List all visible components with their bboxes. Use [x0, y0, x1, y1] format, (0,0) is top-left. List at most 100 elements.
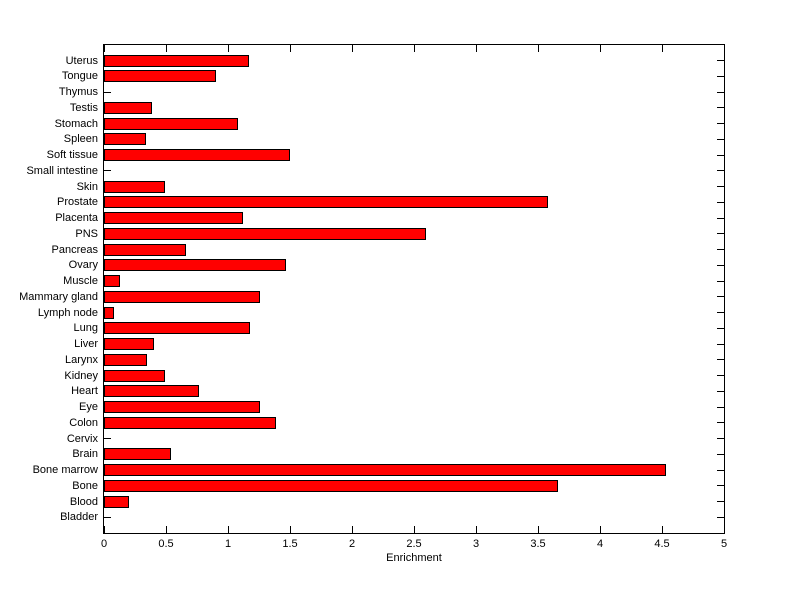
y-tick-left-thymus	[104, 91, 111, 93]
x-tick-bottom-2.5	[413, 526, 415, 533]
x-tick-bottom-4	[599, 526, 601, 533]
category-label-bladder: Bladder	[60, 511, 98, 524]
x-tick-top-5	[723, 45, 725, 52]
category-label-heart: Heart	[71, 385, 98, 398]
y-tick-right-placenta	[717, 217, 724, 219]
category-label-thymus: Thymus	[58, 86, 98, 99]
x-tick-label: 0	[100, 538, 108, 550]
x-tick-top-3	[475, 45, 477, 52]
y-tick-right-small-intestine	[717, 170, 724, 172]
x-tick-label: 1	[224, 538, 232, 550]
x-tick-label: 4.5	[654, 538, 670, 550]
bar-stomach	[104, 117, 238, 130]
y-tick-left-bladder	[104, 516, 111, 518]
bar-colon	[104, 416, 277, 429]
x-tick-top-4	[599, 45, 601, 52]
x-tick-label: 1.5	[282, 538, 298, 550]
category-label-ovary: Ovary	[68, 259, 98, 272]
x-tick-bottom-1	[227, 526, 229, 533]
bar-brain	[104, 448, 171, 461]
category-label-soft-tissue: Soft tissue	[46, 149, 98, 162]
y-tick-right-tongue	[717, 75, 724, 77]
y-tick-right-colon	[717, 422, 724, 424]
category-label-blood: Blood	[69, 495, 98, 508]
category-label-pancreas: Pancreas	[51, 243, 98, 256]
category-label-tongue: Tongue	[61, 70, 98, 83]
y-tick-right-bladder	[717, 516, 724, 518]
x-tick-top-2.5	[413, 45, 415, 52]
x-tick-top-2	[351, 45, 353, 52]
x-tick-label: 2	[348, 538, 356, 550]
bar-liver	[104, 338, 154, 351]
x-tick-label: 5	[720, 538, 728, 550]
y-tick-right-spleen	[717, 138, 724, 140]
category-label-colon: Colon	[69, 416, 98, 429]
y-tick-left-small-intestine	[104, 170, 111, 172]
bar-placenta	[104, 212, 243, 225]
x-tick-label: 2.5	[406, 538, 422, 550]
bar-muscle	[104, 275, 121, 288]
y-tick-left-cervix	[104, 438, 111, 440]
y-tick-right-brain	[717, 453, 724, 455]
bar-lung	[104, 322, 251, 335]
x-tick-bottom-3	[475, 526, 477, 533]
x-tick-bottom-2	[351, 526, 353, 533]
category-label-small-intestine: Small intestine	[26, 164, 98, 177]
y-tick-right-kidney	[717, 375, 724, 377]
y-tick-right-bone-marrow	[717, 469, 724, 471]
x-tick-bottom-1.5	[289, 526, 291, 533]
category-label-larynx: Larynx	[64, 353, 98, 366]
x-tick-bottom-3.5	[537, 526, 539, 533]
y-tick-right-soft-tissue	[717, 154, 724, 156]
y-tick-right-pancreas	[717, 249, 724, 251]
bar-skin	[104, 180, 165, 193]
category-label-pns: PNS	[75, 227, 98, 240]
bar-prostate	[104, 196, 548, 209]
category-label-liver: Liver	[74, 338, 98, 351]
category-label-eye: Eye	[79, 401, 98, 414]
y-tick-right-larynx	[717, 359, 724, 361]
bar-eye	[104, 401, 261, 414]
category-label-kidney: Kidney	[64, 369, 98, 382]
x-tick-bottom-0	[103, 526, 105, 533]
category-label-prostate: Prostate	[57, 196, 98, 209]
x-tick-label: 4	[596, 538, 604, 550]
y-tick-right-eye	[717, 406, 724, 408]
bar-pns	[104, 227, 427, 240]
y-tick-right-bone	[717, 485, 724, 487]
bar-larynx	[104, 353, 148, 366]
x-tick-label: 3	[472, 538, 480, 550]
x-tick-bottom-0.5	[165, 526, 167, 533]
y-tick-right-lung	[717, 327, 724, 329]
y-tick-right-skin	[717, 186, 724, 188]
x-tick-bottom-4.5	[661, 526, 663, 533]
y-tick-right-ovary	[717, 264, 724, 266]
category-label-spleen: Spleen	[63, 133, 98, 146]
bar-blood	[104, 495, 129, 508]
x-tick-bottom-5	[723, 526, 725, 533]
x-tick-top-3.5	[537, 45, 539, 52]
x-tick-label: 3.5	[530, 538, 546, 550]
y-tick-right-lymph-node	[717, 312, 724, 314]
y-tick-right-mammary-gland	[717, 296, 724, 298]
y-tick-right-heart	[717, 390, 724, 392]
x-tick-top-0.5	[165, 45, 167, 52]
category-label-brain: Brain	[72, 448, 98, 461]
category-label-testis: Testis	[69, 101, 98, 114]
y-tick-right-blood	[717, 501, 724, 503]
bar-testis	[104, 101, 153, 114]
bar-bone-marrow	[104, 464, 666, 477]
category-label-lymph-node: Lymph node	[37, 306, 98, 319]
bar-soft-tissue	[104, 149, 290, 162]
x-tick-top-4.5	[661, 45, 663, 52]
y-tick-right-testis	[717, 107, 724, 109]
bar-lymph-node	[104, 306, 114, 319]
category-label-skin: Skin	[76, 180, 98, 193]
y-tick-right-cervix	[717, 438, 724, 440]
x-axis-title: Enrichment	[386, 552, 442, 564]
y-tick-right-thymus	[717, 91, 724, 93]
category-label-cervix: Cervix	[66, 432, 98, 445]
category-label-uterus: Uterus	[65, 54, 98, 67]
bar-ovary	[104, 259, 287, 272]
